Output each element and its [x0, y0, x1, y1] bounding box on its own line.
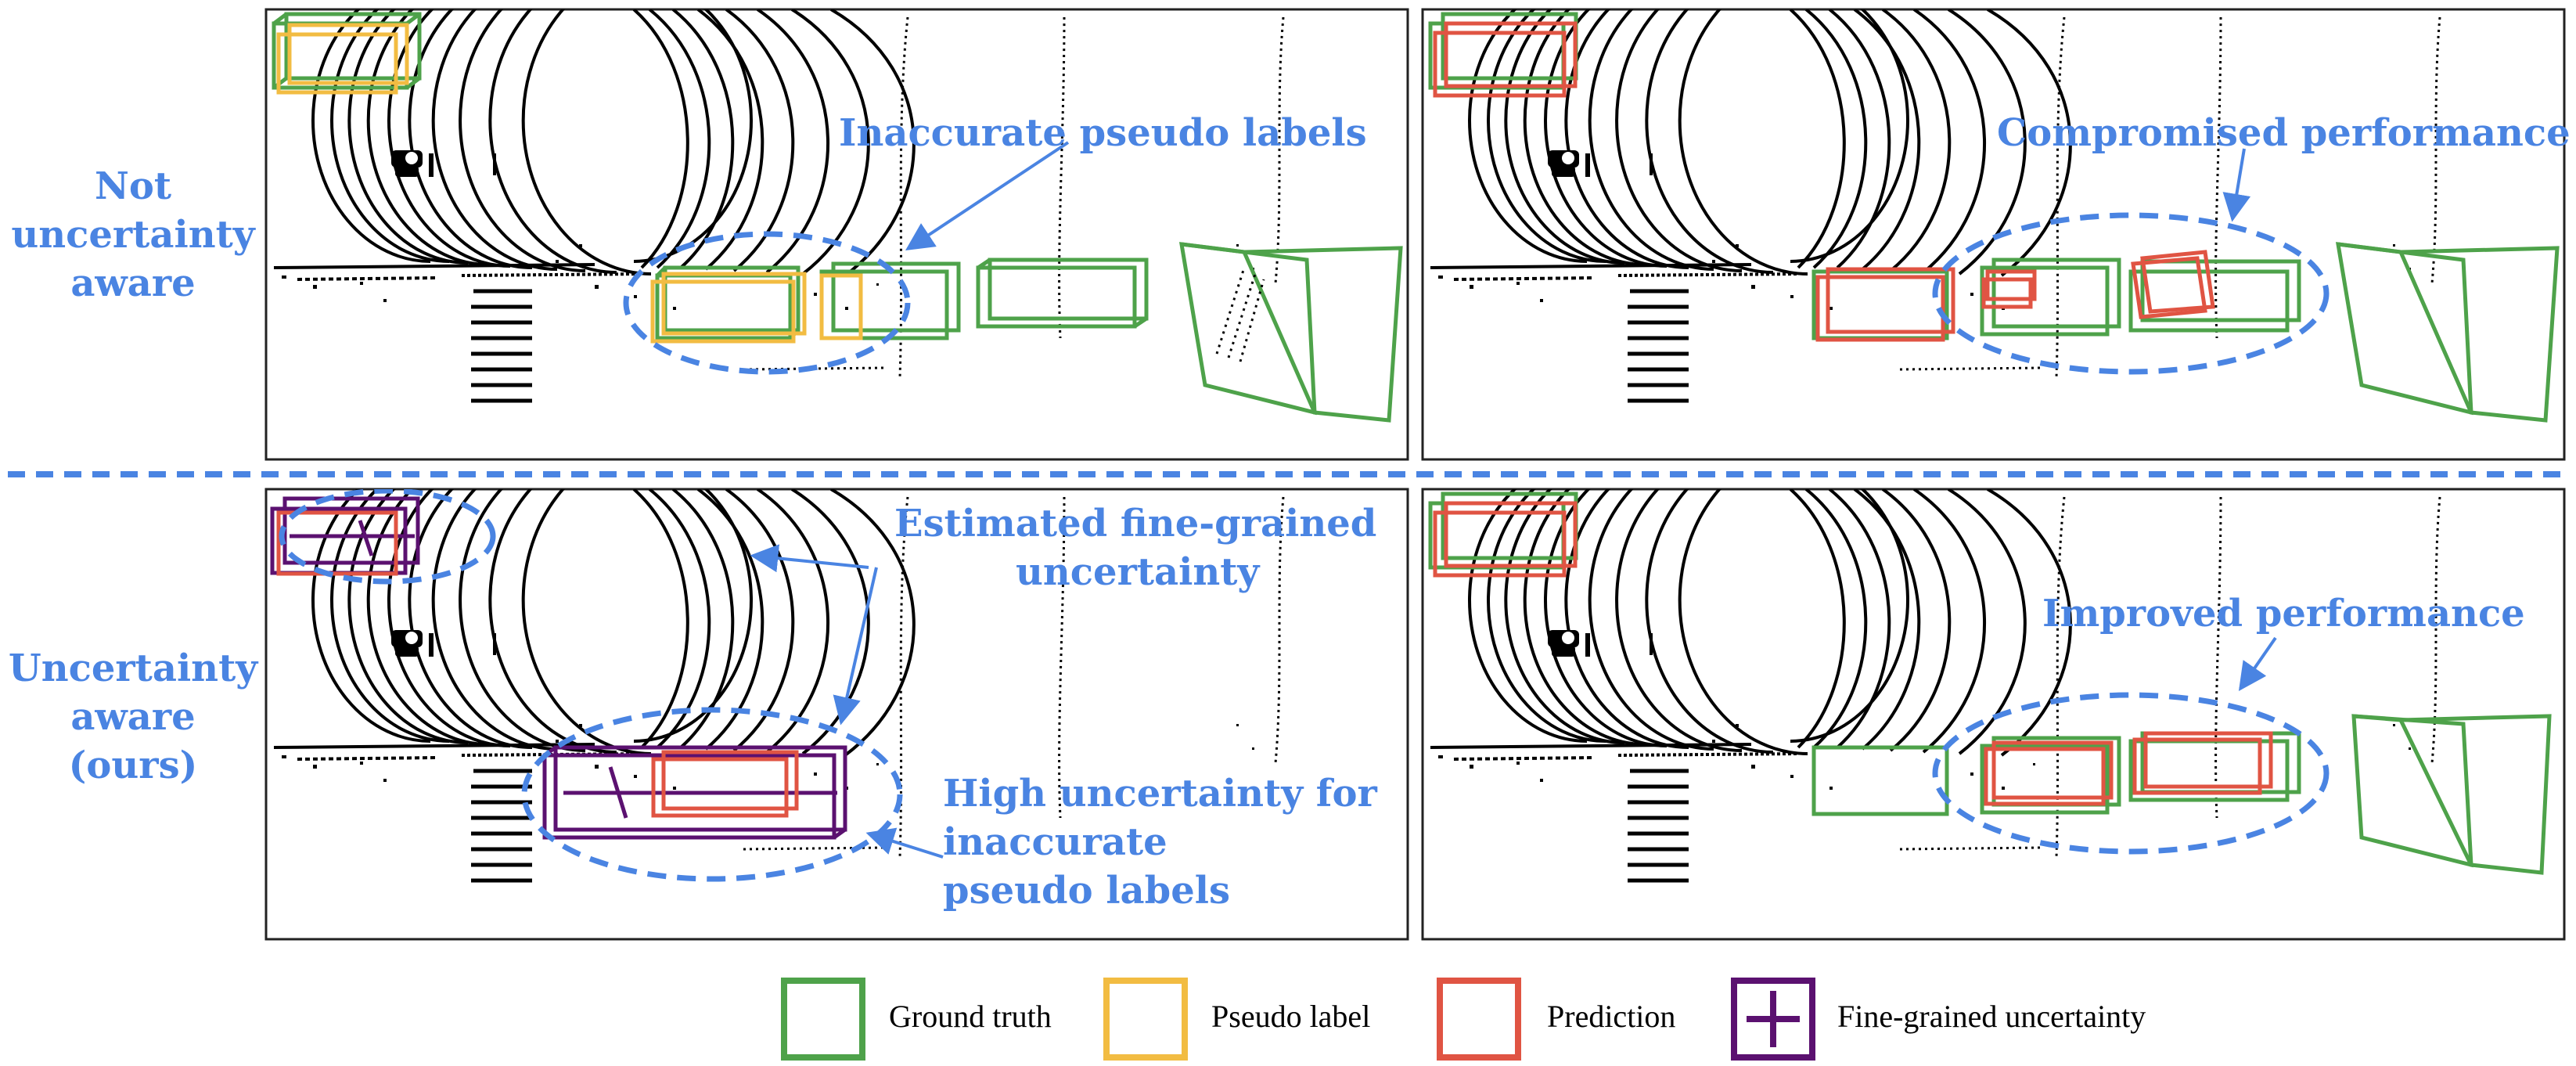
svg-text:Uncertainty: Uncertainty — [9, 646, 259, 690]
legend-label-fine-grained-uncertainty: Fine-grained uncertainty — [1837, 999, 2146, 1034]
row-label-bottom: Uncertainty aware (ours) — [9, 646, 259, 787]
panel-bottom-left — [264, 488, 1409, 941]
svg-text:uncertainty: uncertainty — [11, 213, 256, 257]
legend-label-pseudo-label: Pseudo label — [1211, 999, 1370, 1034]
svg-text:aware: aware — [70, 261, 195, 305]
annotation-high-line2: inaccurate — [943, 820, 1167, 864]
annotation-estimated-line2: uncertainty — [1016, 550, 1261, 594]
annotation-estimated-line1: Estimated fine-grained — [894, 502, 1376, 546]
svg-text:(ours): (ours) — [69, 744, 198, 787]
row-label-top: Not uncertainty aware — [11, 164, 256, 305]
panel-top-left — [264, 8, 1409, 461]
ground-truth-box-icon — [781, 978, 865, 1061]
panel-bottom-right — [1421, 488, 2566, 941]
legend-label-prediction: Prediction — [1547, 999, 1675, 1034]
annotation-high-line3: pseudo labels — [943, 869, 1230, 913]
annotation-inaccurate: Inaccurate pseudo labels — [839, 111, 1367, 155]
prediction-box-icon — [1437, 978, 1521, 1061]
pseudo-label-box-icon — [1103, 978, 1188, 1061]
legend-label-ground-truth: Ground truth — [889, 999, 1052, 1034]
svg-text:Not: Not — [95, 164, 171, 208]
uncertainty-cross-icon — [1731, 978, 1815, 1061]
annotation-compromised: Compromised performance — [1997, 111, 2571, 155]
annotation-improved: Improved performance — [2042, 592, 2525, 636]
legend: Ground truth Pseudo label Prediction Fin… — [781, 978, 2146, 1061]
annotation-high-line1: High uncertainty for — [943, 772, 1377, 816]
panel-top-right — [1421, 8, 2566, 461]
svg-text:aware: aware — [70, 695, 195, 739]
